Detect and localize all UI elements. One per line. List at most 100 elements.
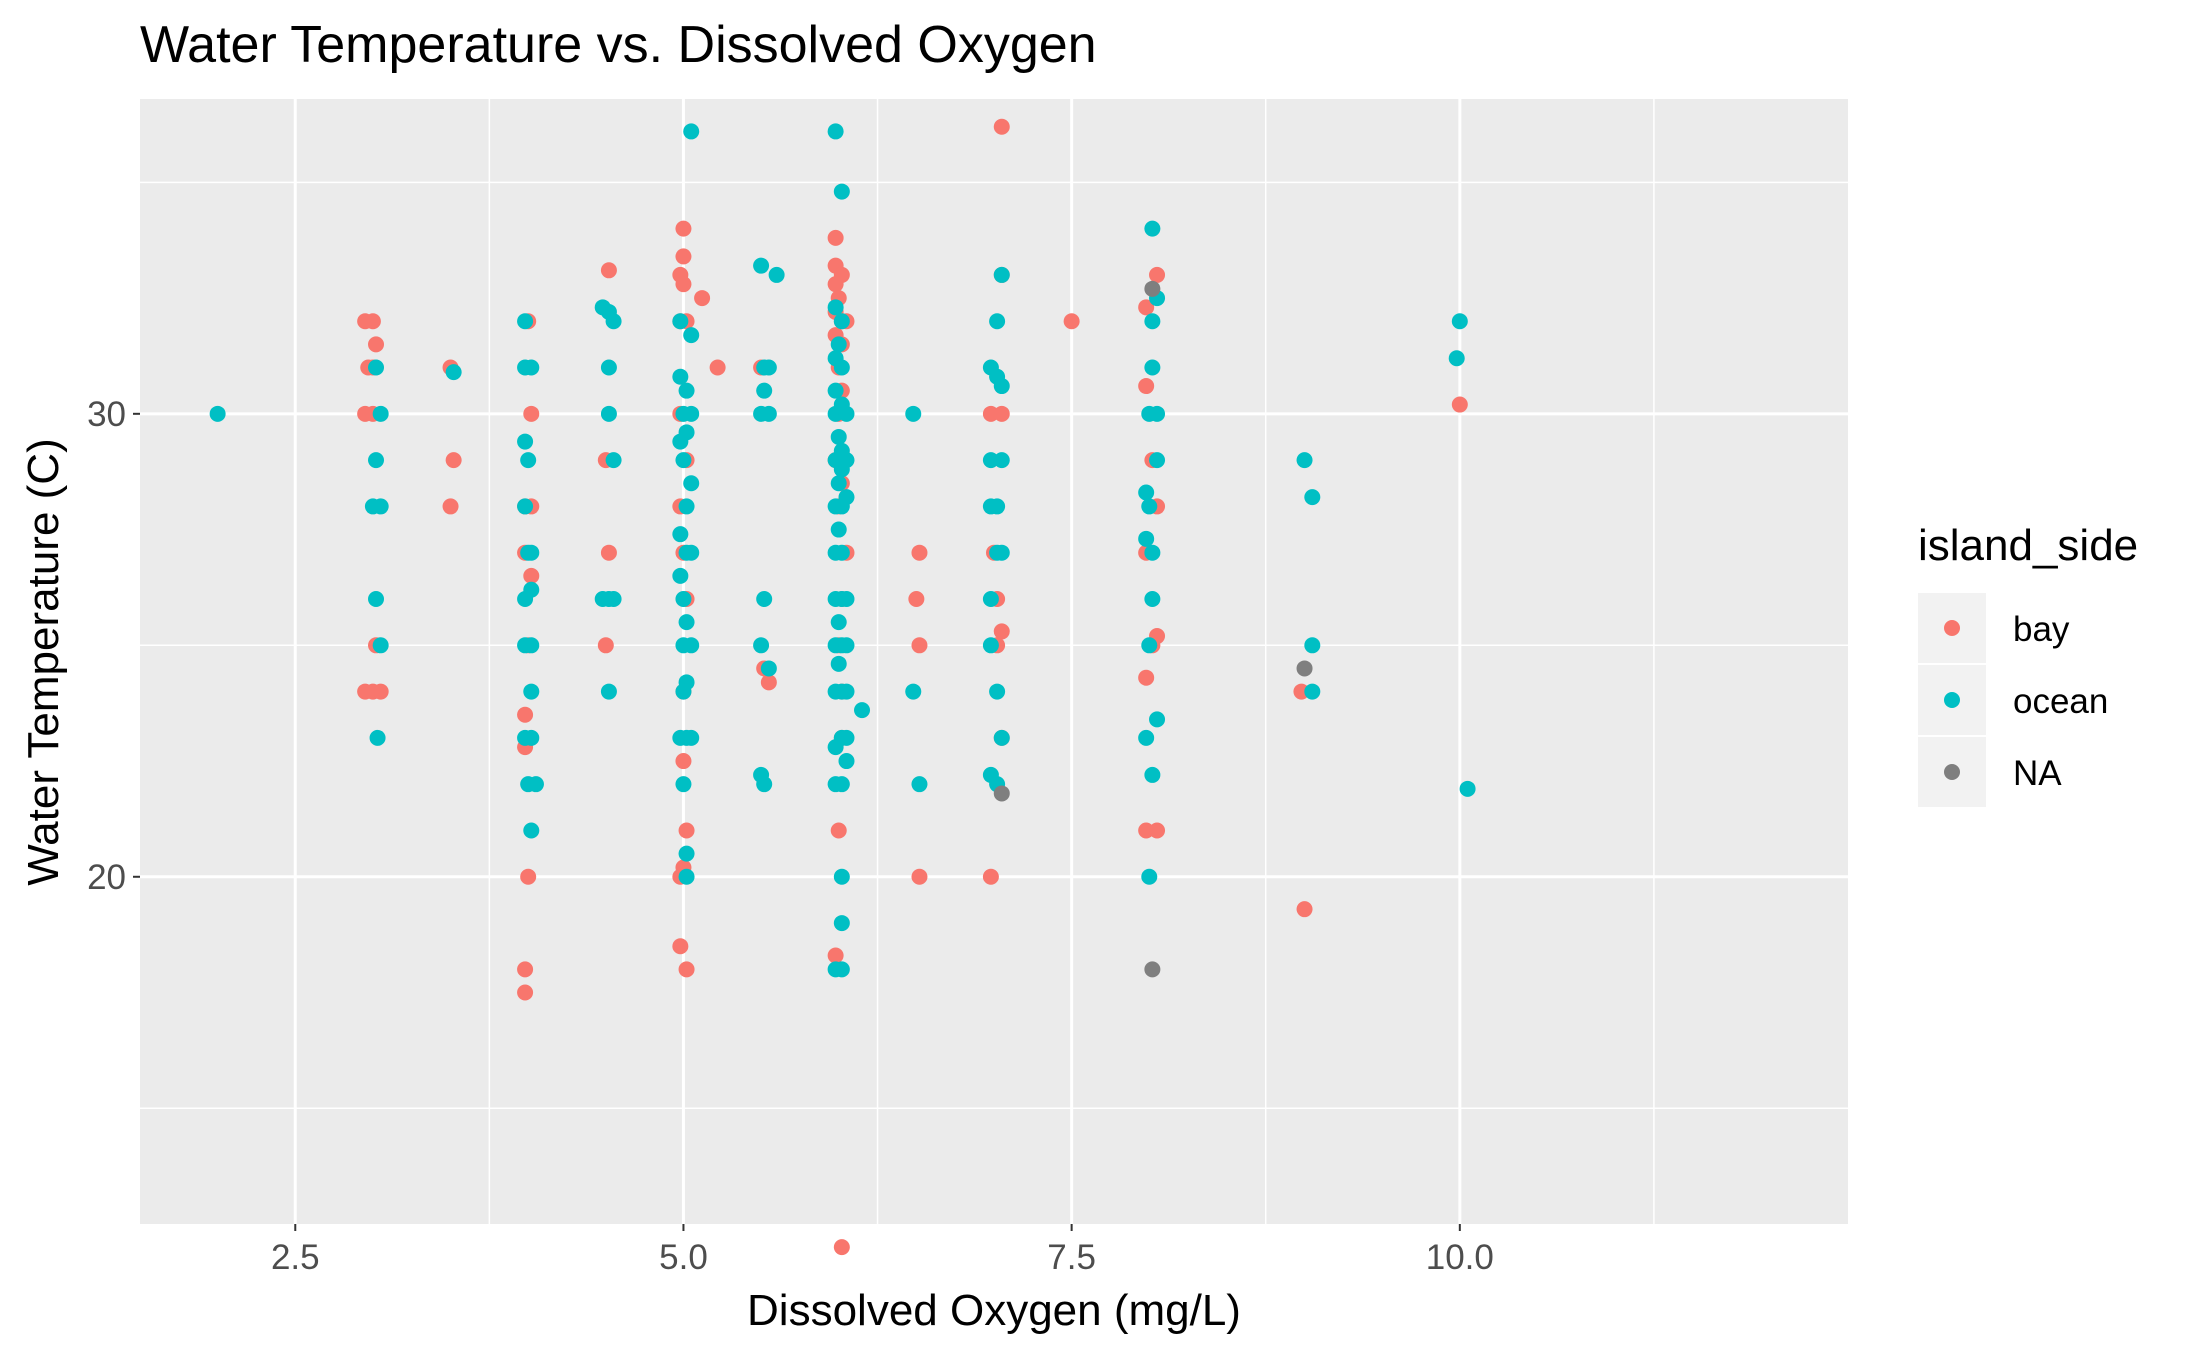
data-point-ocean xyxy=(760,405,777,422)
data-point-bay xyxy=(445,452,462,469)
data-point-ocean xyxy=(523,822,540,839)
data-point-ocean xyxy=(683,475,700,492)
y-tick-label: 30 xyxy=(87,395,126,434)
data-point-bay xyxy=(678,961,695,978)
plot-panel xyxy=(140,99,1848,1224)
data-point-ocean xyxy=(678,614,695,631)
legend-label-bay: bay xyxy=(2013,610,2070,649)
data-point-ocean xyxy=(982,637,999,654)
data-point-ocean xyxy=(756,591,773,607)
legend: island_side bay ocean NA xyxy=(1918,521,2138,807)
data-point-bay xyxy=(908,591,925,607)
data-point-ocean xyxy=(982,591,999,607)
legend-label-NA: NA xyxy=(2013,754,2062,793)
data-point-bay xyxy=(993,405,1010,422)
data-point-ocean xyxy=(1144,544,1161,561)
data-point-bay xyxy=(694,290,711,307)
data-point-ocean xyxy=(768,266,785,283)
data-point-ocean xyxy=(675,591,692,607)
data-point-ocean xyxy=(911,776,928,793)
data-point-bay xyxy=(827,276,844,293)
x-tick-label: 5.0 xyxy=(659,1238,708,1277)
data-point-bay xyxy=(982,868,999,885)
data-point-ocean xyxy=(672,433,689,450)
x-tick-label: 7.5 xyxy=(1047,1238,1096,1277)
data-point-ocean xyxy=(827,123,844,140)
data-point-ocean xyxy=(993,452,1010,469)
legend-keys: bay ocean NA xyxy=(1918,593,2108,807)
data-point-ocean xyxy=(678,382,695,399)
data-point-bay xyxy=(372,683,389,700)
data-point-bay xyxy=(675,276,692,293)
data-point-ocean xyxy=(993,729,1010,746)
data-point-ocean xyxy=(678,498,695,515)
legend-key-ocean xyxy=(1944,692,1960,708)
data-point-ocean xyxy=(683,729,700,746)
series-NA xyxy=(993,280,1313,978)
data-point-ocean xyxy=(672,313,689,330)
data-point-bay xyxy=(1138,299,1155,316)
data-point-bay xyxy=(364,313,381,330)
data-point-bay xyxy=(675,248,692,265)
data-point-bay xyxy=(1138,378,1155,395)
data-point-bay xyxy=(523,567,540,584)
legend-item-NA: NA xyxy=(1918,737,2062,807)
data-point-ocean xyxy=(1296,452,1313,469)
data-point-ocean xyxy=(838,683,855,700)
data-point-ocean xyxy=(827,739,844,756)
data-point-bay xyxy=(827,229,844,246)
data-point-ocean xyxy=(833,359,850,376)
data-point-ocean xyxy=(600,359,617,376)
data-point-bay xyxy=(678,822,695,839)
data-point-bay xyxy=(675,753,692,770)
data-point-NA xyxy=(993,785,1010,802)
data-point-bay xyxy=(442,498,459,515)
data-point-bay xyxy=(523,405,540,422)
data-point-ocean xyxy=(830,655,847,672)
data-point-bay xyxy=(1149,822,1166,839)
data-point-ocean xyxy=(833,868,850,885)
data-point-bay xyxy=(911,637,928,654)
data-point-ocean xyxy=(1141,868,1158,885)
data-point-bay xyxy=(830,822,847,839)
data-point-ocean xyxy=(833,776,850,793)
data-point-ocean xyxy=(445,364,462,381)
data-point-ocean xyxy=(830,521,847,538)
data-point-ocean xyxy=(372,498,389,515)
legend-item-bay: bay xyxy=(1918,593,2070,663)
data-point-bay xyxy=(600,262,617,279)
data-point-ocean xyxy=(753,257,770,274)
data-point-ocean xyxy=(833,461,850,478)
x-tick-label: 2.5 xyxy=(271,1238,320,1277)
data-point-ocean xyxy=(1451,313,1468,330)
data-point-ocean xyxy=(672,526,689,543)
data-point-ocean xyxy=(827,299,844,316)
data-point-ocean xyxy=(683,123,700,140)
data-point-ocean xyxy=(675,452,692,469)
data-point-ocean xyxy=(905,683,922,700)
data-point-ocean xyxy=(527,776,544,793)
data-point-ocean xyxy=(1149,711,1166,728)
data-point-NA xyxy=(1144,961,1161,978)
data-point-ocean xyxy=(523,544,540,561)
data-point-bay xyxy=(827,947,844,964)
data-point-ocean xyxy=(517,498,534,515)
data-point-bay xyxy=(709,359,726,376)
data-point-ocean xyxy=(368,359,385,376)
chart-title: Water Temperature vs. Dissolved Oxygen xyxy=(140,16,1097,74)
data-point-ocean xyxy=(838,591,855,607)
legend-item-ocean: ocean xyxy=(1918,665,2108,735)
data-point-ocean xyxy=(369,729,386,746)
data-point-ocean xyxy=(372,637,389,654)
data-point-ocean xyxy=(838,729,855,746)
y-tick-label: 20 xyxy=(87,858,126,897)
data-point-ocean xyxy=(989,683,1006,700)
data-point-ocean xyxy=(989,498,1006,515)
data-point-bay xyxy=(911,868,928,885)
data-point-ocean xyxy=(756,382,773,399)
data-point-bay xyxy=(520,868,537,885)
data-point-bay xyxy=(600,544,617,561)
legend-key-NA xyxy=(1944,764,1960,780)
y-axis-title: Water Temperature (C) xyxy=(19,438,68,885)
